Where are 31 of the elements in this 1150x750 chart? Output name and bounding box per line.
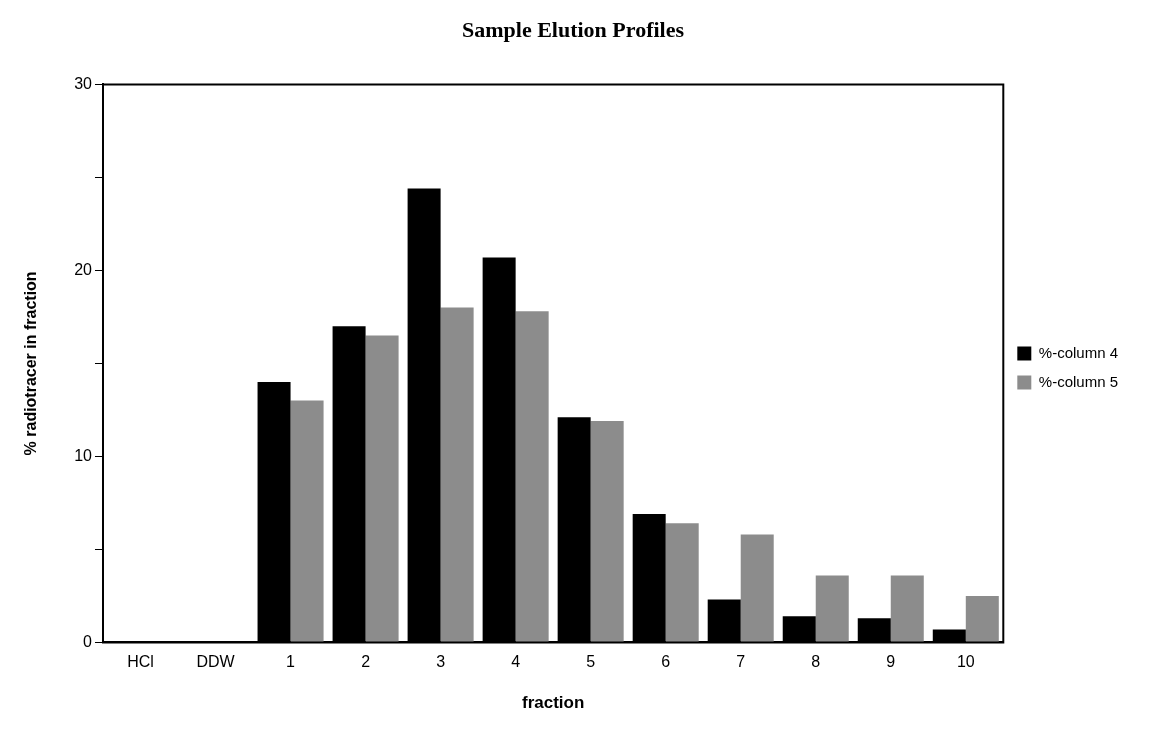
bar (440, 307, 474, 642)
bar (665, 523, 699, 642)
bar (590, 421, 624, 642)
x-tick-label: 7 (736, 653, 746, 671)
x-tick-label: DDW (196, 653, 236, 671)
bar (965, 595, 999, 642)
legend-label: %-column 5 (1038, 372, 1119, 390)
bar (890, 575, 924, 642)
x-tick-label: 5 (586, 653, 596, 671)
chart-title: Sample Elution Profiles (461, 16, 685, 42)
bar (815, 575, 849, 642)
x-tick-label: 2 (361, 653, 371, 671)
x-tick-label: 10 (956, 653, 975, 671)
bar (515, 311, 549, 642)
x-tick-label: 6 (661, 653, 671, 671)
x-axis-title: fraction (521, 693, 585, 713)
x-tick-label: 4 (511, 653, 521, 671)
x-tick-label: 8 (811, 653, 821, 671)
y-tick-label: 20 (74, 260, 93, 278)
y-tick-label: 30 (74, 74, 93, 92)
y-axis-title: % radiotracer in fraction (22, 271, 40, 456)
x-tick-label: HCl (127, 653, 154, 671)
bar (365, 335, 399, 642)
x-tick-label: 1 (286, 653, 296, 671)
x-tick-label: 3 (436, 653, 446, 671)
x-tick-label: 9 (886, 653, 896, 671)
y-tick-label: 0 (83, 632, 93, 650)
legend-label: %-column 4 (1038, 343, 1119, 361)
bar (740, 534, 774, 642)
y-tick-label: 10 (74, 446, 93, 464)
bar (290, 400, 324, 642)
